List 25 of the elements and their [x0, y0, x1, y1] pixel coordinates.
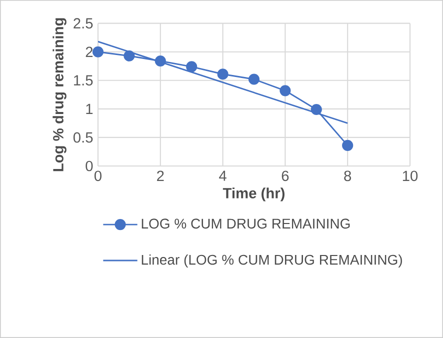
x-tick-label: 2	[157, 170, 164, 181]
point	[154, 55, 166, 67]
y-axis-title: Log % drug remaining	[52, 18, 66, 172]
point	[342, 140, 354, 151]
point	[92, 46, 104, 58]
x-tick-label: 0	[94, 170, 102, 182]
point	[310, 104, 322, 116]
y-tick-label: 1	[86, 104, 93, 114]
point	[124, 50, 135, 62]
point	[186, 61, 198, 72]
x-tick-label: 8	[344, 170, 352, 182]
legend-label: LOG % CUM DRUG REMAINING	[142, 218, 350, 229]
x-tick-label: 10	[402, 170, 418, 182]
y-tick-label: 2.5	[74, 18, 93, 29]
y-tick-label: 0	[86, 160, 93, 172]
x-tick-label: 4	[219, 170, 226, 181]
x-tick-label: 6	[282, 170, 289, 182]
legend-label: Linear (LOG % CUM DRUG REMAINING)	[142, 254, 402, 268]
x-axis-title: Time (hr)	[222, 188, 285, 202]
y-tick-label: 2	[86, 46, 93, 57]
point	[217, 68, 228, 80]
y-tick-label: 1.5	[74, 75, 93, 86]
point	[248, 74, 260, 85]
point	[280, 85, 291, 96]
y-tick-label: 0.5	[73, 132, 93, 143]
